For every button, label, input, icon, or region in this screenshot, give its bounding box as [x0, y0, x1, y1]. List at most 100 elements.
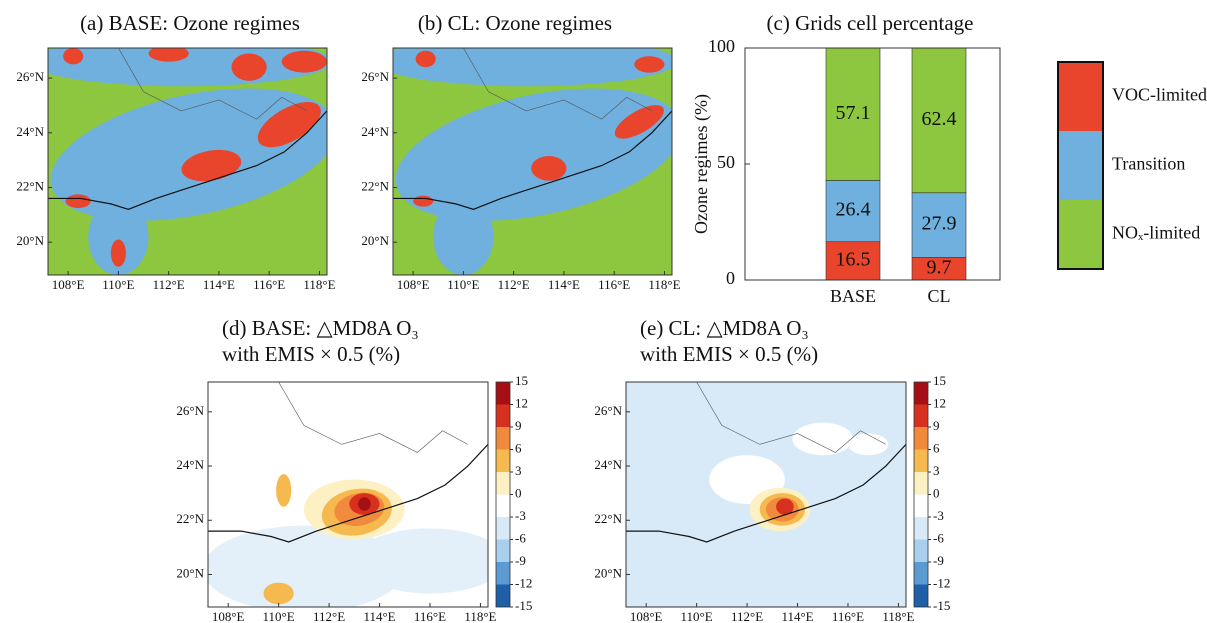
- colorbar-segment: [496, 427, 510, 450]
- map-region: [634, 56, 665, 73]
- legend-label: VOC-limited: [1112, 85, 1207, 105]
- colorbar-tick-label: -12: [515, 575, 532, 590]
- colorbar-tick-label: -9: [515, 553, 526, 568]
- x-tick-label: 112°E: [731, 609, 763, 623]
- colorbar-tick-label: 9: [515, 418, 522, 433]
- y-tick-label: 26°N: [176, 403, 204, 418]
- map-region: [393, 48, 672, 87]
- map-region: [847, 433, 889, 456]
- bar-segment: [911, 192, 967, 258]
- colorbar-segment: [914, 382, 928, 405]
- x-tick-label: 116°E: [414, 609, 446, 623]
- x-tick-label: 116°E: [598, 277, 630, 292]
- panel-title: with EMIS × 0.5 (%): [640, 342, 818, 366]
- x-tick-label: 114°E: [781, 609, 813, 623]
- colorbar-segment: [914, 517, 928, 540]
- x-tick-label: 110°E: [263, 609, 295, 623]
- x-tick-label: 112°E: [313, 609, 345, 623]
- colorbar-segment: [914, 449, 928, 472]
- colorbar-tick-label: -3: [933, 508, 944, 523]
- colorbar-segment: [496, 517, 510, 540]
- y-tick-label: 24°N: [594, 457, 622, 472]
- colorbar-segment: [914, 494, 928, 517]
- colorbar-tick-label: 3: [933, 463, 940, 478]
- map-region: [792, 422, 854, 456]
- map-frame: [47, 47, 328, 276]
- x-tick-label: CL: [927, 286, 950, 306]
- colorbar-segment: [496, 584, 510, 607]
- bar-segment: [911, 47, 967, 194]
- map-region: [433, 198, 494, 275]
- panel-title: with EMIS × 0.5 (%): [222, 342, 400, 366]
- colorbar-segment: [496, 382, 510, 405]
- x-tick-label: 110°E: [681, 609, 713, 623]
- colorbar-tick-label: 15: [933, 373, 946, 388]
- y-tick-label: 50: [717, 152, 735, 172]
- bar-segment: [825, 47, 881, 181]
- province-border: [278, 382, 468, 453]
- x-tick-label: 112°E: [153, 277, 185, 292]
- map-region: [181, 149, 242, 182]
- map-region: [88, 198, 149, 275]
- legend-label: Transition: [1112, 154, 1185, 174]
- y-tick-label: 20°N: [361, 233, 389, 248]
- map-region: [354, 528, 488, 594]
- data-label: 57.1: [836, 102, 871, 124]
- map-region: [208, 525, 405, 607]
- x-tick-label: 110°E: [102, 277, 134, 292]
- coastline: [626, 443, 906, 543]
- colorbar-segment: [496, 562, 510, 585]
- colorbar-tick-label: 6: [933, 440, 940, 455]
- map-frame: [392, 47, 673, 276]
- map-region: [276, 474, 292, 507]
- map-region: [65, 194, 91, 208]
- coastline: [48, 110, 327, 210]
- colorbar-tick-label: 0: [515, 485, 522, 500]
- map-region: [257, 101, 321, 148]
- map-area: [626, 382, 906, 607]
- colorbar-tick-label: -6: [515, 530, 526, 545]
- colorbar-segment: [914, 539, 928, 562]
- y-tick-label: 20°N: [176, 565, 204, 580]
- bar-segment: [825, 241, 881, 281]
- panel-title: (c) Grids cell percentage: [767, 11, 974, 35]
- map-frame: [207, 381, 489, 608]
- x-tick-label: 108°E: [630, 609, 663, 623]
- x-tick-label: 110°E: [447, 277, 479, 292]
- map-area: [393, 48, 672, 275]
- map-region: [110, 239, 126, 267]
- x-tick-label: 116°E: [832, 609, 864, 623]
- map-region: [614, 105, 664, 139]
- y-tick-label: 24°N: [16, 124, 44, 139]
- plot-frame: [744, 47, 1001, 281]
- legend-swatch: [1058, 62, 1103, 131]
- legend-swatch: [1058, 200, 1103, 269]
- colorbar-tick-label: 12: [515, 395, 528, 410]
- map-region: [531, 156, 567, 181]
- y-tick-label: 100: [708, 36, 735, 56]
- map-region: [776, 498, 794, 515]
- colorbar-tick-label: 12: [933, 395, 946, 410]
- y-tick-label: 22°N: [176, 511, 204, 526]
- y-tick-label: 0: [726, 268, 735, 288]
- legend-frame: [1057, 61, 1104, 270]
- y-tick-label: 20°N: [16, 233, 44, 248]
- province-border: [118, 48, 308, 120]
- province-border: [463, 48, 653, 120]
- x-tick-label: 118°E: [303, 277, 335, 292]
- colorbar-segment: [496, 404, 510, 427]
- x-tick-label: 108°E: [52, 277, 85, 292]
- x-tick-label: 108°E: [212, 609, 245, 623]
- y-tick-label: 26°N: [594, 403, 622, 418]
- x-tick-label: 108°E: [397, 277, 430, 292]
- colorbar-segment: [914, 584, 928, 607]
- x-tick-label: 116°E: [253, 277, 285, 292]
- y-tick-label: 24°N: [361, 124, 389, 139]
- colorbar-tick-label: 6: [515, 440, 522, 455]
- x-tick-label: 118°E: [464, 609, 496, 623]
- y-tick-label: 22°N: [16, 178, 44, 193]
- data-label: 27.9: [922, 213, 957, 235]
- data-label: 16.5: [836, 248, 871, 270]
- bar-segment: [825, 180, 881, 243]
